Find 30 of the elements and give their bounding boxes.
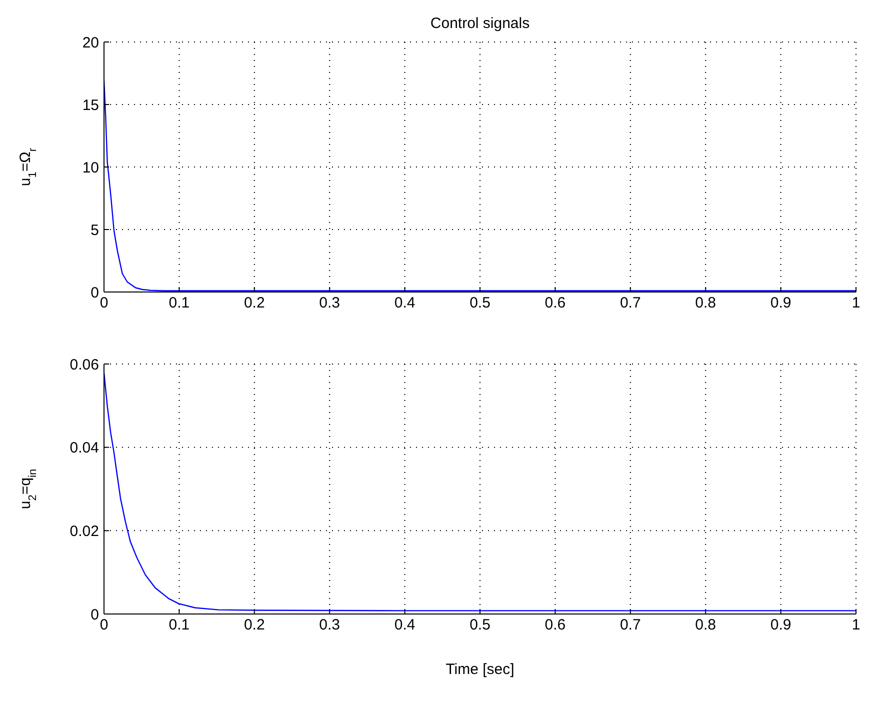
x-tick-label: 0.4 <box>394 294 416 312</box>
y-tick-label: 15 <box>82 96 99 114</box>
y-tick-label: 5 <box>90 222 99 239</box>
x-tick-label: 0.3 <box>319 616 340 634</box>
x-tick-label: 0.8 <box>695 616 716 634</box>
x-tick-label: 0.2 <box>244 294 265 312</box>
x-tick-label: 0.6 <box>544 616 566 634</box>
x-tick-label: 0.7 <box>620 616 641 634</box>
x-tick-label: 0.6 <box>544 294 566 312</box>
x-tick-label: 0.2 <box>244 616 265 634</box>
x-tick-label: 0.5 <box>470 294 490 312</box>
y-tick-label: 0.02 <box>70 522 99 540</box>
y-tick-label: 0.04 <box>70 440 99 457</box>
x-tick-label: 0.9 <box>770 616 792 634</box>
x-tick-label: 0.4 <box>394 616 416 634</box>
x-tick-label: 0.1 <box>168 294 190 312</box>
chart-title: Control signals <box>430 15 530 32</box>
x-axis-title: Time [sec] <box>446 661 514 678</box>
line-series <box>104 372 856 612</box>
x-tick-label: 0.3 <box>319 294 340 312</box>
y-tick-label: 10 <box>82 159 99 176</box>
x-tick-label: 0.9 <box>770 294 792 312</box>
y-tick-label: 0.06 <box>70 356 99 374</box>
x-tick-label: 0.1 <box>168 616 190 634</box>
x-tick-label: 1 <box>852 294 860 312</box>
x-tick-label: 0.7 <box>620 294 641 312</box>
x-tick-label: 1 <box>852 616 860 634</box>
y-tick-label: 20 <box>82 34 99 52</box>
x-tick-label: 0.8 <box>695 294 716 312</box>
x-tick-label: 0.5 <box>470 616 490 634</box>
